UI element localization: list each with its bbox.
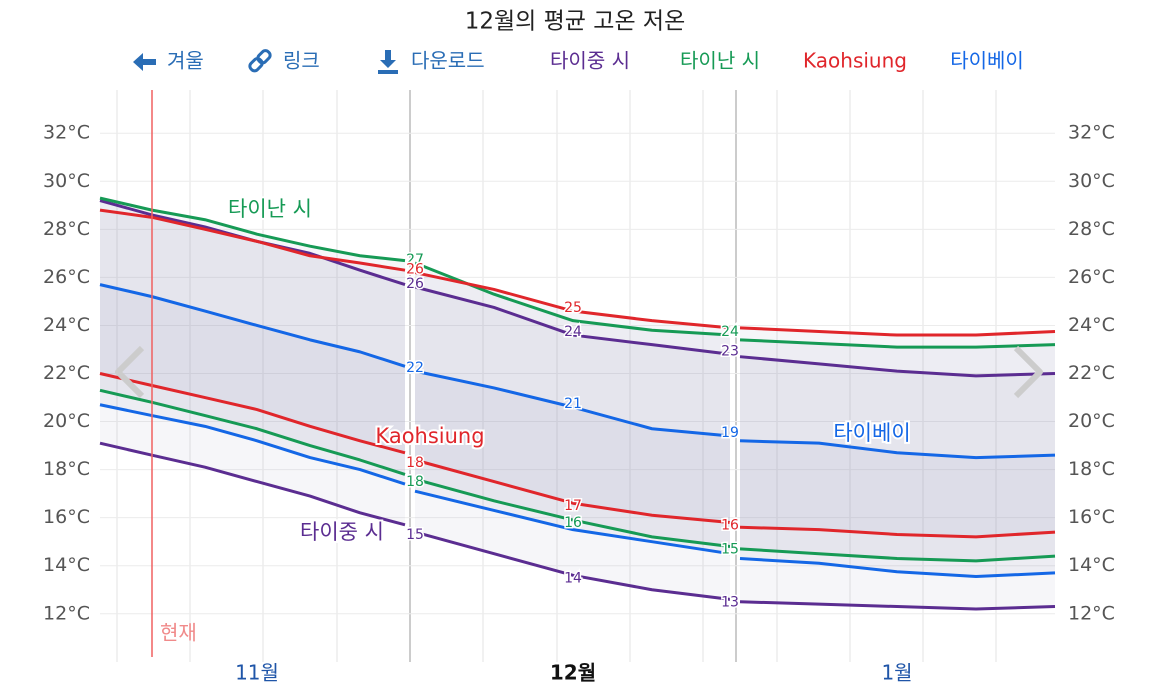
value-label: 17	[564, 498, 582, 514]
value-label: 19	[721, 425, 739, 441]
value-label: 23	[721, 343, 739, 359]
value-label: 26	[406, 276, 424, 292]
y-tick-label-right: 28°C	[1068, 218, 1115, 240]
download-icon	[378, 50, 398, 74]
value-label: 22	[406, 360, 424, 376]
y-tick-label: 28°C	[43, 218, 90, 240]
low-line	[414, 530, 731, 601]
range-band	[740, 339, 1055, 561]
high-line	[414, 369, 731, 438]
high-line	[414, 271, 731, 330]
y-tick-label-right: 24°C	[1068, 314, 1115, 336]
y-tick-label: 22°C	[43, 362, 90, 384]
value-label: 21	[564, 396, 582, 412]
value-label: 24	[721, 324, 739, 340]
y-tick-label-right: 30°C	[1068, 170, 1115, 192]
range-band	[100, 210, 405, 453]
back-icon	[133, 53, 156, 71]
series-label: Kaohsiung	[375, 424, 484, 448]
y-tick-label: 26°C	[43, 266, 90, 288]
back-button[interactable]: 겨울	[133, 49, 204, 73]
value-label: 15	[406, 527, 424, 543]
low-line	[414, 489, 731, 556]
high-line	[414, 285, 731, 356]
range-band	[100, 198, 405, 475]
range-band	[415, 272, 730, 523]
range-band	[740, 440, 1055, 577]
high-line	[739, 338, 1056, 349]
high-line	[739, 355, 1056, 378]
download-button[interactable]: 다운로드	[378, 49, 485, 75]
range-band	[415, 262, 730, 547]
series-label: 타이중 시	[300, 520, 384, 544]
x-tick-label: 11월	[235, 661, 279, 685]
x-tick-label: 1월	[881, 661, 912, 685]
y-tick-label-right: 14°C	[1068, 554, 1115, 576]
y-tick-label: 16°C	[43, 506, 90, 528]
y-tick-label-right: 12°C	[1068, 602, 1115, 624]
low-line	[414, 477, 731, 548]
range-band	[100, 200, 405, 525]
y-tick-label: 32°C	[43, 122, 90, 144]
link-button[interactable]: 링크	[248, 49, 320, 73]
low-line	[739, 600, 1056, 611]
next-arrow[interactable]	[1013, 345, 1043, 399]
series-label: 타이베이	[833, 421, 910, 445]
high-line	[739, 439, 1056, 460]
legend-entry[interactable]: 타이난 시	[680, 49, 760, 73]
value-label: 27	[406, 252, 424, 268]
legend-entry[interactable]: 타이베이	[950, 49, 1024, 73]
range-band	[415, 371, 730, 554]
series-label: 타이난 시	[228, 197, 312, 221]
high-line	[739, 326, 1056, 337]
value-label: 13	[721, 594, 739, 610]
legend-entry[interactable]: 타이중 시	[550, 49, 630, 73]
value-label: 24	[564, 324, 582, 340]
value-label: 16	[564, 515, 582, 531]
value-label: 25	[564, 300, 582, 316]
low-line	[739, 525, 1056, 539]
y-tick-label-right: 32°C	[1068, 122, 1115, 144]
y-tick-label-right: 20°C	[1068, 410, 1115, 432]
legend-entry[interactable]: Kaohsiung	[803, 49, 907, 73]
value-label: 14	[564, 570, 582, 586]
low-line	[414, 458, 731, 524]
low-line	[739, 556, 1056, 579]
now-label: 현재	[160, 621, 197, 645]
y-tick-label-right: 18°C	[1068, 458, 1115, 480]
y-tick-label-right: 22°C	[1068, 362, 1115, 384]
value-label: 15	[721, 541, 739, 557]
value-label: 26	[406, 262, 424, 278]
link-icon	[248, 49, 272, 73]
chart-title: 12월의 평균 고온 저온	[465, 9, 685, 35]
value-label: 16	[721, 517, 739, 533]
y-tick-label: 24°C	[43, 314, 90, 336]
y-tick-label: 30°C	[43, 170, 90, 192]
link-label: 링크	[283, 49, 320, 73]
y-tick-label-right: 26°C	[1068, 266, 1115, 288]
back-label: 겨울	[167, 49, 204, 73]
y-tick-label: 14°C	[43, 554, 90, 576]
prev-arrow[interactable]	[115, 345, 145, 399]
low-line	[739, 547, 1056, 563]
y-tick-label: 12°C	[43, 602, 90, 624]
y-tick-label: 18°C	[43, 458, 90, 480]
range-band	[100, 284, 405, 485]
value-label: 18	[406, 455, 424, 471]
y-tick-label: 20°C	[43, 410, 90, 432]
y-tick-label-right: 16°C	[1068, 506, 1115, 528]
download-label: 다운로드	[411, 49, 485, 73]
value-label: 18	[406, 474, 424, 490]
x-tick-label: 12월	[550, 661, 596, 685]
range-band	[740, 327, 1055, 537]
range-band	[415, 287, 730, 600]
range-band	[740, 356, 1055, 609]
